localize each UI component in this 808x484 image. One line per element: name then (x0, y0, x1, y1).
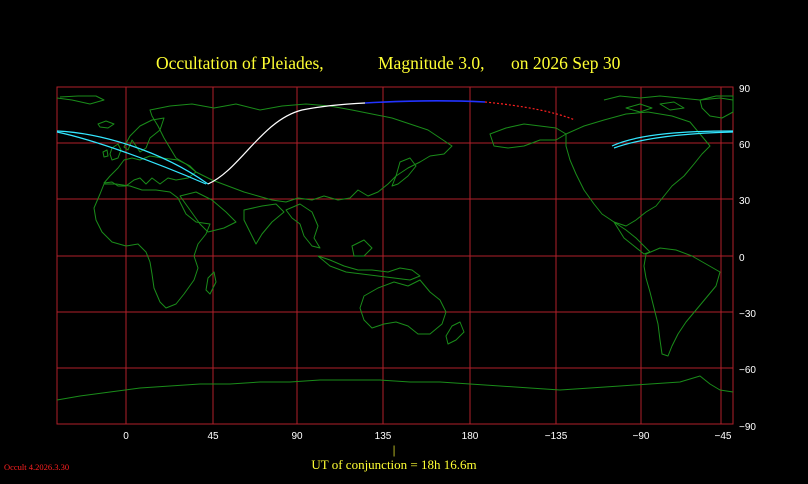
x-tick-label: 0 (123, 431, 129, 442)
map-grid (56, 86, 734, 425)
path-bright-limb-america-upper (611, 130, 734, 147)
x-tick-label: −90 (633, 431, 650, 442)
x-tick-label: −135 (545, 431, 568, 442)
conjunction-marker: | (393, 442, 396, 457)
y-tick-label: 30 (739, 196, 751, 207)
coastlines (56, 95, 734, 401)
coast-north-america (565, 111, 711, 227)
y-tick-label: 0 (739, 253, 745, 264)
path-day-pacific (364, 100, 486, 104)
coast-antarctica (56, 375, 734, 401)
x-tick-label: 135 (375, 431, 392, 442)
coast-europe (103, 155, 197, 187)
coast-scandinavia (123, 117, 165, 153)
x-axis-labels: 0 45 90 135 180 −135 −90 −45 (123, 431, 732, 442)
coast-africa (93, 183, 211, 309)
map-title-magnitude: Magnitude 3.0, (378, 53, 484, 73)
coast-india (243, 203, 285, 245)
coast-southeast-asia (285, 203, 321, 249)
y-tick-label: −30 (739, 309, 756, 320)
coast-south-america (643, 247, 721, 357)
x-tick-label: 45 (207, 431, 219, 442)
x-tick-label: −45 (715, 431, 732, 442)
path-bright-limb-europe-upper (56, 130, 209, 185)
coast-greenland-east (699, 95, 734, 119)
conjunction-time: UT of conjunction = 18h 16.6m (311, 457, 476, 472)
coast-asia-north (149, 103, 453, 203)
path-bright-limb-america-lower (613, 131, 734, 149)
y-tick-label: 60 (739, 140, 751, 151)
map-title-object: Occultation of Pleiades, (156, 53, 324, 73)
x-tick-label: 180 (462, 431, 479, 442)
coast-australia (359, 279, 447, 335)
path-below-horizon (484, 101, 576, 121)
y-tick-label: −60 (739, 365, 756, 376)
software-credit: Occult 4.2026.3.30 (4, 462, 69, 472)
coast-new-zealand (445, 321, 465, 345)
coast-arctic-islands (603, 95, 734, 113)
path-bright-limb-europe-lower (56, 131, 207, 185)
coast-greenland-west (56, 95, 105, 105)
occultation-paths (56, 100, 734, 185)
coast-indonesia (317, 239, 421, 281)
coast-britain (102, 143, 122, 161)
x-tick-label: 90 (291, 431, 303, 442)
coast-madagascar (205, 271, 217, 295)
coast-alaska (489, 123, 567, 149)
y-tick-label: 90 (739, 84, 751, 95)
coast-japan (391, 157, 417, 187)
y-axis-labels: 90 60 30 0 −30 −60 −90 (739, 84, 756, 433)
coast-central-america (613, 221, 651, 255)
coast-arabia (179, 191, 237, 233)
path-night-asia (207, 102, 366, 185)
y-tick-label: −90 (739, 422, 756, 433)
map-title-date: on 2026 Sep 30 (511, 53, 621, 73)
coast-iceland (97, 120, 115, 129)
